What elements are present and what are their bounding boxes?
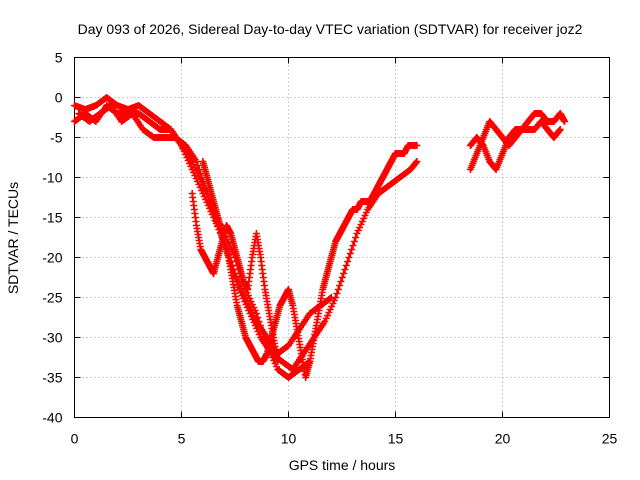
data-point [333, 290, 341, 297]
y-tick-label: 5 [55, 50, 63, 66]
data-point [350, 238, 358, 245]
data-point [274, 358, 282, 365]
data-point [349, 242, 357, 249]
data-point [342, 262, 350, 269]
data-point [346, 250, 354, 257]
x-axis-label: GPS time / hours [289, 457, 396, 473]
data-point [556, 126, 564, 133]
y-tick-labels: 5 0 -5 -10 -15 -20 -25 -30 -35 -40 [42, 50, 62, 426]
data-point [195, 166, 203, 173]
data-point [561, 118, 569, 125]
y-tick-label: -15 [42, 210, 62, 226]
data-point [326, 295, 334, 302]
data-point [348, 246, 356, 253]
y-tick-label: -10 [42, 170, 62, 186]
series-7 [466, 118, 564, 173]
data-point [413, 158, 421, 165]
data-point [194, 162, 202, 169]
data-point [555, 127, 563, 134]
data-point [332, 294, 340, 301]
data-point [413, 142, 421, 149]
data-point [336, 282, 344, 289]
y-axis-label: SDTVAR / TECUs [5, 182, 21, 294]
data-point [412, 159, 420, 166]
axis-ticks [74, 57, 610, 418]
y-tick-label: -20 [42, 250, 62, 266]
series-4 [199, 142, 421, 381]
series-5 [188, 190, 282, 365]
y-tick-label: -35 [42, 370, 62, 386]
series-3 [75, 102, 421, 373]
data-point [340, 270, 348, 277]
y-tick-label: 0 [55, 90, 63, 106]
y-tick-label: -30 [42, 330, 62, 346]
x-tick-label: 25 [602, 431, 618, 447]
data-point [234, 282, 242, 289]
grid-lines [74, 57, 610, 418]
x-tick-label: 5 [178, 431, 186, 447]
x-tick-label: 10 [281, 431, 297, 447]
data-point [334, 286, 342, 293]
data-point [344, 258, 352, 265]
x-tick-label: 15 [388, 431, 404, 447]
chart-title: Day 093 of 2026, Sidereal Day-to-day VTE… [78, 21, 583, 37]
y-tick-label: -25 [42, 290, 62, 306]
data-point [341, 266, 349, 273]
data-point [192, 158, 200, 165]
series-6 [466, 110, 569, 173]
data-point [345, 254, 353, 261]
y-tick-label: -40 [42, 410, 62, 426]
data-point [352, 234, 360, 241]
x-tick-label: 20 [495, 431, 511, 447]
x-tick-label: 0 [71, 431, 79, 447]
data-point [337, 278, 345, 285]
plot-frame [74, 57, 610, 418]
data-series [71, 94, 569, 381]
x-tick-labels: 0 5 10 15 20 25 [71, 431, 618, 447]
data-point [338, 274, 346, 281]
y-tick-label: -5 [50, 130, 63, 146]
